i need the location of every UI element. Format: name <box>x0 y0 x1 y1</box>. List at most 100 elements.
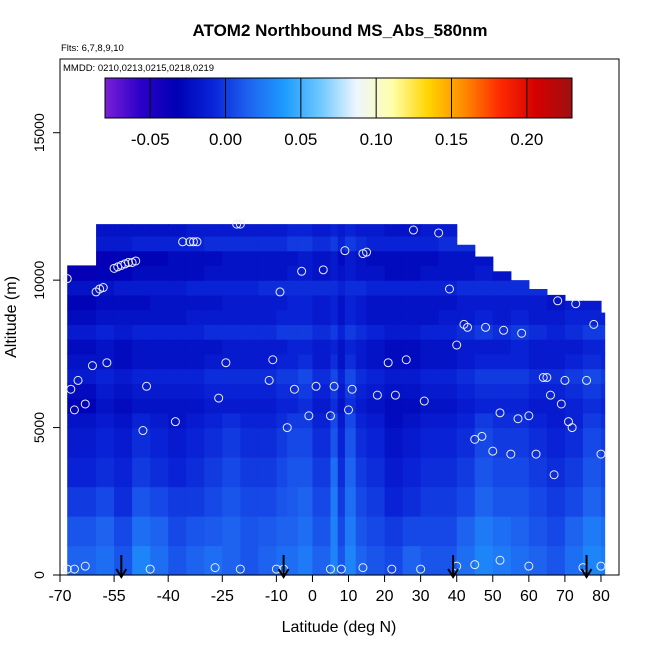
heatmap-cell <box>582 486 602 517</box>
observation-point <box>235 219 245 229</box>
observation-point <box>275 287 285 297</box>
observation-point <box>297 266 307 276</box>
observation-point <box>318 265 328 275</box>
heatmap-cell <box>204 516 223 547</box>
observation-point <box>66 384 76 394</box>
heatmap-cell <box>582 412 602 429</box>
heatmap-cell <box>337 383 346 399</box>
heatmap-cell <box>204 339 223 355</box>
heatmap-cell <box>298 235 314 252</box>
heatmap-cell <box>528 427 548 458</box>
heatmap-cell <box>186 545 205 576</box>
heatmap-cell <box>186 398 205 414</box>
heatmap-cell <box>287 545 299 576</box>
heatmap-cell <box>186 457 205 488</box>
heatmap-cell <box>384 457 404 488</box>
heatmap-cell <box>287 516 299 547</box>
heatmap-cell <box>96 457 115 488</box>
heatmap-cell <box>330 457 339 488</box>
heatmap-cell <box>528 353 548 370</box>
heatmap-cell <box>420 294 440 311</box>
observation-point <box>513 414 523 424</box>
heatmap-cell <box>420 309 440 325</box>
heatmap-cell <box>287 427 299 458</box>
heatmap-cell <box>312 545 324 576</box>
chart-title: ATOM2 Northbound MS_Abs_580nm <box>192 21 487 40</box>
heatmap-cell <box>67 324 97 340</box>
heatmap-cell <box>402 383 422 399</box>
heatmap-cell <box>330 224 339 237</box>
heatmap-cell <box>276 412 288 429</box>
observation-point <box>390 390 400 400</box>
heatmap-cell <box>546 324 566 340</box>
heatmap-cell <box>150 545 169 576</box>
heatmap-cell <box>114 427 133 458</box>
heatmap-cell <box>240 427 259 458</box>
heatmap-cell <box>67 265 97 281</box>
observation-point <box>80 561 90 571</box>
heatmap-cell <box>564 309 584 325</box>
heatmap-cell <box>150 294 169 311</box>
heatmap-cell <box>366 457 386 488</box>
heatmap-cell <box>258 280 277 296</box>
heatmap-cell <box>186 324 205 340</box>
heatmap-cell <box>114 309 133 325</box>
heatmap-cell <box>384 224 404 237</box>
observation-point <box>325 411 335 421</box>
heatmap-cell <box>222 324 241 340</box>
heatmap-cell <box>337 412 346 429</box>
heatmap-cell <box>276 250 288 266</box>
heatmap-cell <box>204 235 223 252</box>
heatmap-cell <box>492 309 512 325</box>
heatmap-cell <box>240 516 259 547</box>
heatmap-cell <box>312 516 324 547</box>
heatmap-cell <box>344 383 357 399</box>
heatmap-cell <box>186 516 205 547</box>
heatmap-cell <box>168 412 187 429</box>
heatmap-cell <box>287 339 299 355</box>
observation-point <box>214 393 224 403</box>
heatmap-cell <box>222 265 241 281</box>
heatmap-cell <box>222 427 241 458</box>
heatmap-cell <box>402 427 422 458</box>
heatmap-cell <box>298 280 314 296</box>
heatmap-cell <box>420 265 440 281</box>
heatmap-cell <box>287 294 299 311</box>
heatmap-cell <box>330 309 339 325</box>
heatmap-cell <box>330 368 339 384</box>
heatmap-cell <box>438 250 458 266</box>
observation-point <box>452 340 462 350</box>
heatmap-cell <box>114 324 133 340</box>
heatmap-cell <box>510 516 530 547</box>
heatmap-cell <box>287 265 299 281</box>
heatmap-cell <box>420 545 440 576</box>
observation-point <box>463 322 473 332</box>
heatmap-cell <box>240 353 259 370</box>
heatmap-cell <box>456 383 476 399</box>
heatmap-cell <box>258 339 277 355</box>
heatmap-cell <box>528 309 548 325</box>
heatmap-cell <box>564 427 584 458</box>
heatmap-cell <box>258 427 277 458</box>
heatmap-cell <box>312 294 324 311</box>
x-tick-label: 10 <box>340 588 358 605</box>
heatmap-cell <box>204 324 223 340</box>
dates-note: MMDD: 0210,0213,0215,0218,0219 <box>63 63 214 74</box>
heatmap-cell <box>355 353 368 370</box>
heatmap-cell <box>330 516 339 547</box>
heatmap-cell <box>456 309 476 325</box>
heatmap-cell <box>323 457 332 488</box>
heatmap-cell <box>438 265 458 281</box>
heatmap-cell <box>330 235 339 252</box>
heatmap-cell <box>276 353 288 370</box>
heatmap-cell <box>96 294 115 311</box>
heatmap-cell <box>287 224 299 237</box>
heatmap-cell <box>132 545 151 576</box>
heatmap-cell <box>298 383 314 399</box>
heatmap-cell <box>600 427 606 458</box>
heatmap-cell <box>287 368 299 384</box>
heatmap-cell <box>150 398 169 414</box>
heatmap-cell <box>298 545 314 576</box>
heatmap-cell <box>582 398 602 414</box>
heatmap-cell <box>132 516 151 547</box>
